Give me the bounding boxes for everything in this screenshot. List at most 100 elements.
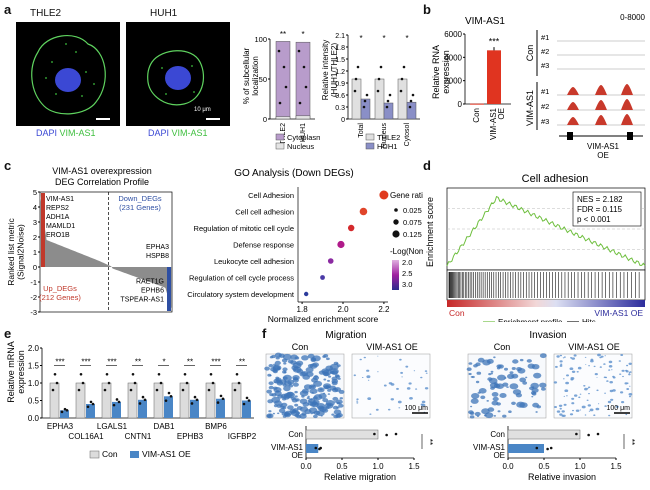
cell-blob <box>322 398 329 403</box>
cell-blob <box>526 359 532 363</box>
cell-blob <box>476 371 482 375</box>
legend-swatch <box>89 450 100 459</box>
cell-blob <box>516 401 525 408</box>
cell-blob <box>491 400 499 406</box>
cell-blob <box>338 403 344 408</box>
y-tick-label: 0.6 <box>335 93 345 100</box>
cell-blob <box>366 375 371 379</box>
legend-label: Con <box>102 449 118 459</box>
cell-blob <box>587 404 591 407</box>
cell-blob <box>579 393 582 395</box>
cell-blob <box>268 410 272 413</box>
bar-con <box>305 429 379 440</box>
significance: * <box>382 34 385 43</box>
cell-blob <box>303 384 312 390</box>
cell-blob <box>571 357 575 360</box>
bar-con <box>179 382 190 419</box>
x-axis-label: Relative invasion <box>528 472 596 482</box>
data-point <box>385 433 388 437</box>
significance: * <box>405 34 408 43</box>
cell-blob <box>608 365 613 368</box>
cell-blob <box>577 366 582 370</box>
significance: ** <box>187 358 193 367</box>
cell-blob <box>292 375 300 381</box>
cell-blob <box>294 403 299 407</box>
cell-outline-thle2 <box>31 35 106 115</box>
cell-blob <box>493 382 498 385</box>
data-point <box>60 410 64 414</box>
cell-blob <box>332 388 339 393</box>
y-tick-label: 2.1 <box>335 33 345 40</box>
x-tick-label: EPHA3 <box>47 422 74 431</box>
cell-blob <box>406 387 411 390</box>
cell-blob <box>496 367 501 370</box>
color-legend-label: 2.0 <box>402 258 412 267</box>
cell-blob <box>317 387 325 393</box>
data-point <box>209 372 213 376</box>
color-legend-bar <box>392 260 399 290</box>
go-term-label: Regulation of mitotic cell cycle <box>194 224 294 233</box>
cell-blob <box>541 387 546 391</box>
left-label: Con <box>449 308 465 318</box>
cell-blob <box>607 400 612 404</box>
cell-blob <box>509 371 514 374</box>
y-tick-label: 0.3 <box>335 105 345 112</box>
cell-blob <box>296 368 304 374</box>
cell-blob <box>527 363 535 369</box>
data-point <box>169 395 173 398</box>
right-label: VIM-AS1 OE <box>594 308 643 318</box>
cell-blob <box>331 381 338 386</box>
x-tick-label: EPHB3 <box>177 432 204 441</box>
y-tick-label: 5 <box>33 188 37 197</box>
bar <box>470 103 484 105</box>
cell-blob <box>561 410 565 413</box>
cell-outline-huh1 <box>147 50 205 106</box>
cell-blob <box>604 405 607 407</box>
cell-blob <box>628 373 631 376</box>
y-tick-label: 0 <box>341 117 345 124</box>
cell-blob <box>305 367 314 373</box>
cell-blob <box>359 358 362 361</box>
y-tick-label: OE <box>291 451 303 460</box>
x-tick-label: 1.0 <box>372 462 384 471</box>
cell-blob <box>356 400 359 402</box>
cell-blob <box>578 396 581 399</box>
data-point <box>365 93 369 97</box>
cell-blob <box>609 381 613 384</box>
significance: *** <box>81 358 90 367</box>
cell-blob <box>305 371 314 377</box>
cell-blob <box>484 412 494 419</box>
down-degs-label: (231 Genes) <box>119 203 161 212</box>
bar-con <box>101 382 112 419</box>
y-tick-label: 0 <box>263 115 267 124</box>
cell-blob <box>507 373 515 379</box>
bar-oe <box>60 410 69 418</box>
cell-blob <box>327 393 331 395</box>
data-point <box>103 388 107 392</box>
cell-blob <box>566 374 569 377</box>
image-oe <box>351 353 431 419</box>
cell-blob <box>556 355 560 358</box>
go-term-label: Defense response <box>233 241 294 250</box>
cell-blob <box>590 359 594 363</box>
coverage-peak <box>621 84 633 95</box>
cell-blob <box>333 414 339 419</box>
cell-blob <box>278 408 286 413</box>
cell-blob <box>353 374 356 377</box>
cell-blob <box>275 356 280 360</box>
down-low-gene-label: RAET1G <box>136 279 164 286</box>
gene-label-suffix: OE <box>597 151 609 158</box>
cell-blob <box>283 362 287 365</box>
data-point <box>314 446 318 450</box>
cell-blob <box>273 386 278 390</box>
data-point <box>373 432 376 436</box>
scale-bar-huh1 <box>206 118 220 120</box>
bar-huh1 <box>406 101 417 120</box>
cell-blob <box>603 376 606 379</box>
cell-blob <box>279 404 283 407</box>
cell-blob <box>294 390 298 394</box>
y-tick-label: 2 <box>33 233 37 242</box>
color-legend-label: 3.0 <box>402 280 412 289</box>
